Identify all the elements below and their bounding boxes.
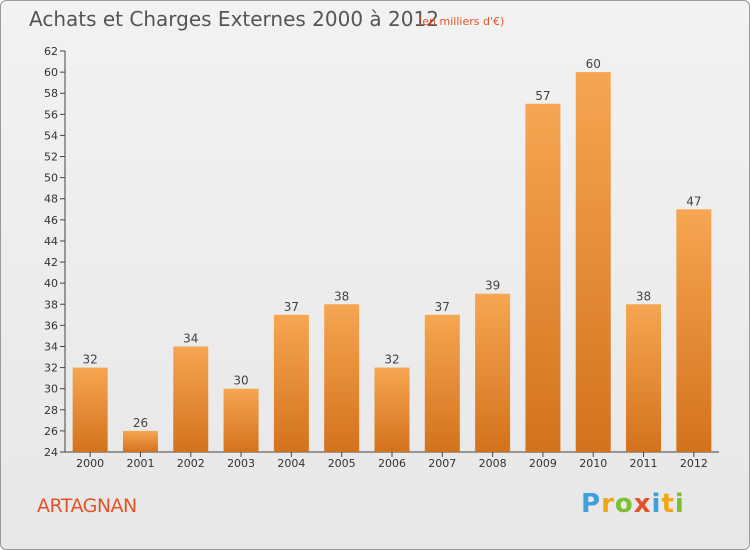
bar-value-label: 37 [435,300,450,314]
y-tick-label: 38 [44,298,58,311]
bar [575,72,611,453]
y-tick-label: 24 [44,446,58,459]
x-tick-label: 2006 [378,457,406,470]
bar-value-label: 39 [485,279,500,293]
x-tick-label: 2008 [479,457,507,470]
bar-value-label: 57 [535,89,550,103]
bar [324,304,360,452]
bar-value-label: 38 [334,289,349,303]
y-tick-label: 48 [44,193,58,206]
y-tick-label: 36 [44,319,58,332]
y-tick-label: 30 [44,383,58,396]
proxiti-logo: Proxiti [581,489,685,519]
bar [525,103,561,453]
y-tick-label: 50 [44,172,58,185]
bar-value-label: 47 [686,194,701,208]
bar-value-label: 30 [233,374,248,388]
bar [676,209,712,452]
y-tick-label: 52 [44,151,58,164]
y-tick-label: 26 [44,425,58,438]
y-tick-label: 40 [44,277,58,290]
x-tick-label: 2009 [529,457,557,470]
x-tick-label: 2003 [227,457,255,470]
bar [374,367,410,452]
bar [223,388,259,452]
x-tick-label: 2000 [76,457,104,470]
x-tick-label: 2011 [630,457,658,470]
bar-value-label: 60 [586,57,601,71]
bar [424,314,460,452]
bar [273,314,309,452]
y-tick-label: 34 [44,340,58,353]
y-tick-label: 32 [44,362,58,375]
x-tick-label: 2010 [579,457,607,470]
bar [72,367,108,452]
y-tick-label: 44 [44,235,58,248]
y-tick-label: 60 [44,66,58,79]
y-tick-label: 62 [44,45,58,58]
bar-value-label: 37 [284,300,299,314]
x-tick-label: 2005 [328,457,356,470]
y-tick-label: 54 [44,129,58,142]
bar-value-label: 34 [183,331,198,345]
y-tick-label: 56 [44,108,58,121]
chart-subtitle: (en milliers d'€) [418,15,505,28]
bar [173,346,209,452]
bar-value-label: 32 [384,353,399,367]
x-tick-label: 2007 [428,457,456,470]
y-tick-label: 58 [44,87,58,100]
bar-value-label: 38 [636,289,651,303]
y-tick-label: 28 [44,404,58,417]
location-name: ARTAGNAN [37,495,137,517]
chart-title: Achats et Charges Externes 2000 à 2012 [29,7,439,31]
bar [475,293,511,452]
x-tick-label: 2012 [680,457,708,470]
x-tick-label: 2004 [277,457,305,470]
y-tick-label: 42 [44,256,58,269]
bar-value-label: 26 [133,416,148,430]
bar [122,430,158,452]
bar-value-label: 32 [83,353,98,367]
y-tick-label: 46 [44,214,58,227]
x-tick-label: 2001 [126,457,154,470]
bar [626,304,662,452]
x-tick-label: 2002 [177,457,205,470]
